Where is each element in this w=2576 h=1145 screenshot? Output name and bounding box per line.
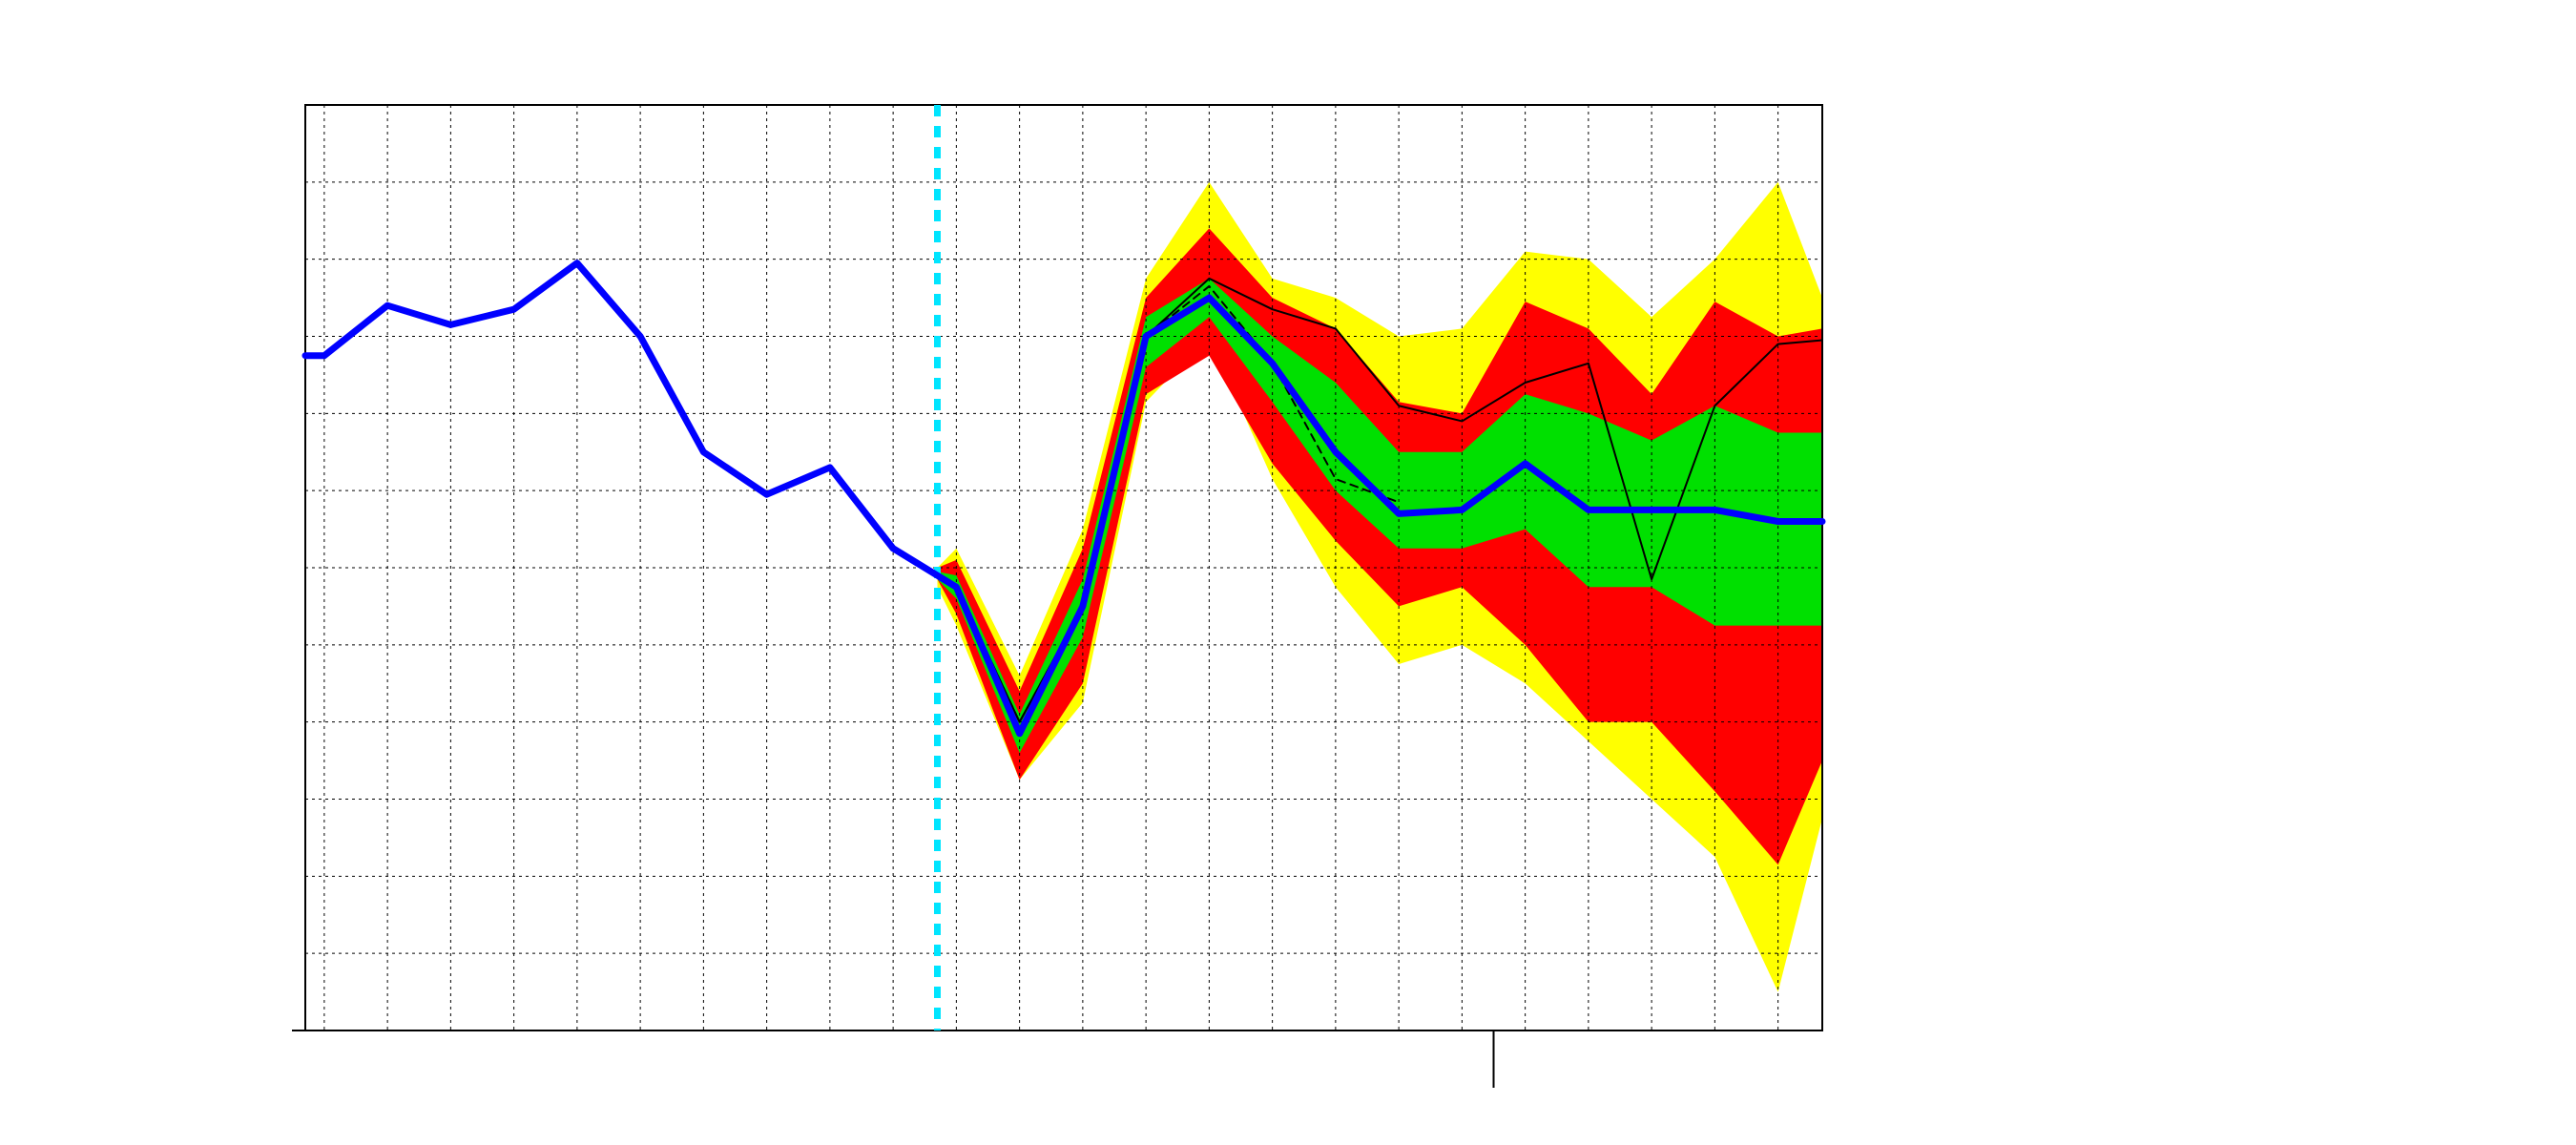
chart-svg bbox=[0, 0, 2576, 1145]
chart-container bbox=[0, 0, 2576, 1145]
